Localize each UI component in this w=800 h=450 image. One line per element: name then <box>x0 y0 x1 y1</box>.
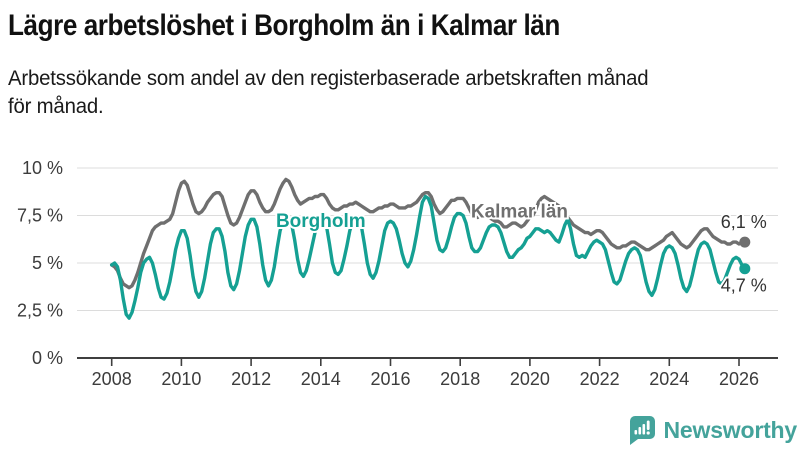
x-axis-tick-label: 2022 <box>580 369 620 389</box>
x-axis-tick-label: 2020 <box>510 369 550 389</box>
newsworthy-logo-icon <box>629 416 655 445</box>
newsworthy-wordmark: Newsworthy <box>663 416 798 443</box>
y-axis-tick-label: 2,5 % <box>17 301 63 321</box>
x-axis-tick-label: 2014 <box>301 369 341 389</box>
series-end-value-label: 6,1 % <box>721 212 767 232</box>
x-axis-tick-label: 2010 <box>161 369 201 389</box>
series-end-dot <box>739 236 751 248</box>
chart-subtitle: Arbetssökande som andel av den registerb… <box>8 65 776 121</box>
subtitle-line-2: för månad. <box>8 95 104 118</box>
series-line-kalmar-län <box>109 177 747 290</box>
x-axis-tick-label: 2024 <box>649 369 689 389</box>
series-end-value-label: 4,7 % <box>721 276 767 296</box>
y-axis-tick-label: 5 % <box>32 253 63 273</box>
subtitle-line-1: Arbetssökande som andel av den registerb… <box>8 67 649 90</box>
series-line-borgholm <box>109 194 747 320</box>
y-axis-tick-label: 10 % <box>22 158 63 178</box>
series-name-label: Borgholm <box>276 211 366 232</box>
y-axis-tick-label: 0 % <box>32 348 63 368</box>
y-axis-tick-label: 7,5 % <box>17 206 63 226</box>
series-name-label: Kalmar län <box>471 201 568 222</box>
x-axis-tick-label: 2012 <box>231 369 271 389</box>
chart-title: Lägre arbetslöshet i Borgholm än i Kalma… <box>8 9 560 42</box>
newsworthy-branding[interactable]: Newsworthy <box>627 415 797 445</box>
x-axis-tick-label: 2016 <box>370 369 410 389</box>
x-axis-tick-label: 2018 <box>440 369 480 389</box>
x-axis-tick-label: 2026 <box>719 369 759 389</box>
x-axis-tick-label: 2008 <box>92 369 132 389</box>
series-end-dot <box>739 263 751 275</box>
